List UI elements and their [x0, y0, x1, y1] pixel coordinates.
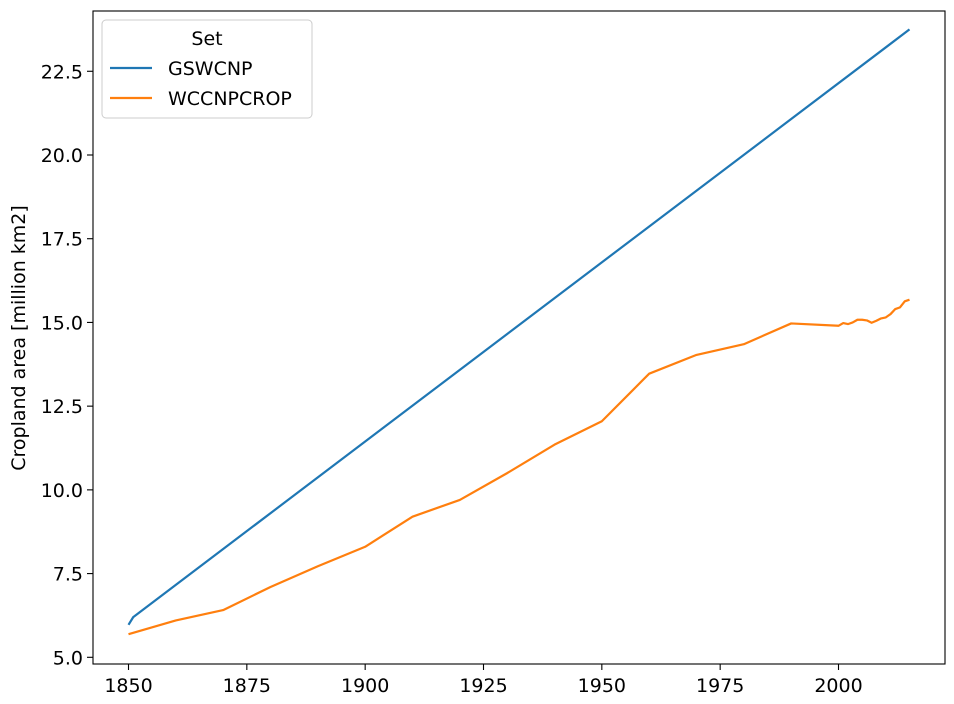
plot-frame: [92, 10, 946, 665]
legend-box: [101, 19, 313, 119]
x-tick-label: 1950: [578, 675, 626, 697]
x-tick-label: 1975: [696, 675, 744, 697]
axes-layer: 1850 1875 1900 1925 1950 1975 2000 5.0 7.5 10.0 12…: [41, 10, 946, 697]
legend-title: Set: [191, 28, 222, 50]
y-tick-label: 22.5: [41, 61, 83, 83]
y-tick-label: 7.5: [53, 564, 83, 586]
y-tick-label: 20.0: [41, 145, 83, 167]
series-line-1: [127, 28, 911, 626]
x-tick-label: 1875: [223, 675, 271, 697]
series-layer: [127, 28, 911, 636]
y-axis-title: Cropland area [million km2]: [8, 205, 30, 471]
x-tick-label: 1850: [104, 675, 152, 697]
x-tick-label: 2000: [814, 675, 862, 697]
y-tick-label: 12.5: [41, 396, 83, 418]
x-tick-label: 1900: [341, 675, 389, 697]
x-tick-label: 1925: [459, 675, 507, 697]
legend-label-2: WCCNPCROP: [168, 88, 292, 110]
y-tick-label: 17.5: [41, 229, 83, 251]
y-tick-label: 5.0: [53, 647, 83, 669]
y-tick-label: 15.0: [41, 312, 83, 334]
legend: Set GSWCNP WCCNPCROP: [101, 19, 313, 119]
series-line-2: [128, 298, 910, 636]
y-tick-label: 10.0: [41, 480, 83, 502]
legend-label-1: GSWCNP: [168, 58, 253, 80]
